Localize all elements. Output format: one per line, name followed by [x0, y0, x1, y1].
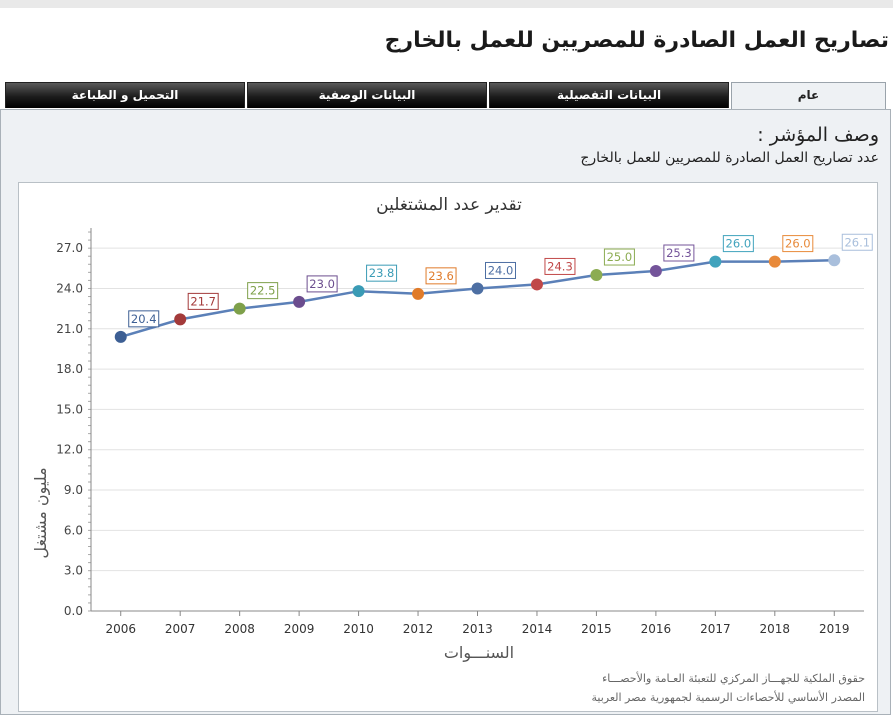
x-tick-label: 2009 — [284, 622, 315, 636]
y-tick-label: 15.0 — [56, 402, 83, 416]
data-label-box — [187, 292, 219, 310]
y-tick-label: 12.0 — [56, 443, 83, 457]
data-label-box — [603, 248, 635, 266]
data-label-box — [366, 264, 398, 282]
tab-general[interactable]: عام — [731, 82, 886, 110]
x-tick-label: 2016 — [641, 622, 672, 636]
data-label: 26.1 — [844, 235, 870, 249]
data-label: 23.6 — [428, 269, 454, 283]
x-tick-label: 2010 — [343, 622, 374, 636]
series-line — [120, 259, 835, 339]
data-point[interactable] — [530, 278, 543, 291]
data-label-box — [306, 275, 338, 293]
data-point[interactable] — [768, 255, 781, 268]
tab-bar: عام البيانات التفصيلية البيانات الوصفية … — [0, 82, 893, 110]
data-label: 21.7 — [190, 294, 216, 308]
tab-metadata[interactable]: البيانات الوصفية — [247, 82, 487, 108]
data-point[interactable] — [590, 269, 603, 282]
data-label-box — [247, 282, 279, 300]
x-tick-label: 2019 — [819, 622, 850, 636]
page-title: تصاريح العمل الصادرة للمصريين للعمل بالخ… — [384, 28, 889, 53]
data-point[interactable] — [471, 282, 484, 295]
data-point[interactable] — [233, 302, 246, 315]
data-label: 26.0 — [726, 237, 752, 251]
x-tick-label: 2015 — [581, 622, 612, 636]
data-label: 24.0 — [488, 263, 514, 277]
data-label-box — [425, 267, 457, 285]
data-label: 20.4 — [131, 312, 157, 326]
data-label: 26.0 — [785, 237, 811, 251]
data-point[interactable] — [352, 285, 365, 298]
x-tick-label: 2017 — [700, 622, 731, 636]
x-tick-label: 2018 — [760, 622, 791, 636]
indicator-description: عدد تصاريح العمل الصادرة للمصريين للعمل … — [580, 150, 879, 166]
chart-container: تقدير عدد المشتغلين 0.0 3.0 6.0 9.0 12.0 15.0… — [18, 182, 878, 712]
x-tick-label: 2006 — [105, 622, 136, 636]
x-tick-label: 2012 — [403, 622, 434, 636]
indicator-label: وصف المؤشر : — [757, 124, 879, 146]
tab-download-print[interactable]: التحميل و الطباعة — [5, 82, 245, 108]
data-label-box — [782, 235, 814, 253]
y-tick-label: 18.0 — [56, 362, 83, 376]
footer-source: المصدر الأساسي للأحصاءات الرسمية لجمهوري… — [591, 690, 865, 704]
footer-rights: حقوق الملكية للجهـــاز المركزي للتعبئة ا… — [602, 671, 865, 685]
data-point[interactable] — [412, 287, 425, 300]
data-label: 23.0 — [309, 277, 335, 291]
data-point[interactable] — [709, 255, 722, 268]
data-point[interactable] — [114, 330, 127, 343]
data-label-box — [722, 235, 754, 253]
data-point[interactable] — [649, 265, 662, 278]
data-label-box — [485, 261, 516, 279]
line-chart: تقدير عدد المشتغلين 0.0 3.0 6.0 9.0 12.0 15.0… — [31, 195, 873, 704]
y-tick-label: 9.0 — [64, 483, 83, 497]
y-tick-label: 27.0 — [56, 241, 83, 255]
y-tick-label: 24.0 — [56, 281, 83, 295]
y-tick-label: 21.0 — [56, 322, 83, 336]
data-label: 25.0 — [607, 250, 633, 264]
chart-title: تقدير عدد المشتغلين — [376, 195, 522, 215]
data-point[interactable] — [828, 254, 841, 267]
top-bar — [0, 0, 893, 8]
y-axis-title: مليون مشتغل — [31, 467, 51, 558]
x-tick-label: 2013 — [462, 622, 493, 636]
data-label: 25.3 — [666, 246, 692, 260]
x-tick-label: 2008 — [224, 622, 255, 636]
data-point[interactable] — [293, 295, 306, 308]
x-tick-label: 2007 — [165, 622, 196, 636]
data-label-box — [663, 244, 695, 262]
data-label-box — [128, 310, 160, 328]
y-tick-label: 3.0 — [64, 564, 83, 578]
data-point[interactable] — [174, 313, 187, 326]
data-label: 23.8 — [369, 266, 395, 280]
x-tick-label: 2014 — [522, 622, 553, 636]
data-label-box — [544, 257, 576, 275]
tab-detailed-data[interactable]: البيانات التفصيلية — [489, 82, 729, 108]
x-axis-title: السنـــوات — [444, 643, 514, 663]
data-label-box — [841, 233, 873, 251]
y-tick-label: 6.0 — [64, 523, 83, 537]
data-label: 24.3 — [547, 259, 573, 273]
y-tick-label: 0.0 — [64, 604, 83, 618]
data-label: 22.5 — [250, 284, 276, 298]
